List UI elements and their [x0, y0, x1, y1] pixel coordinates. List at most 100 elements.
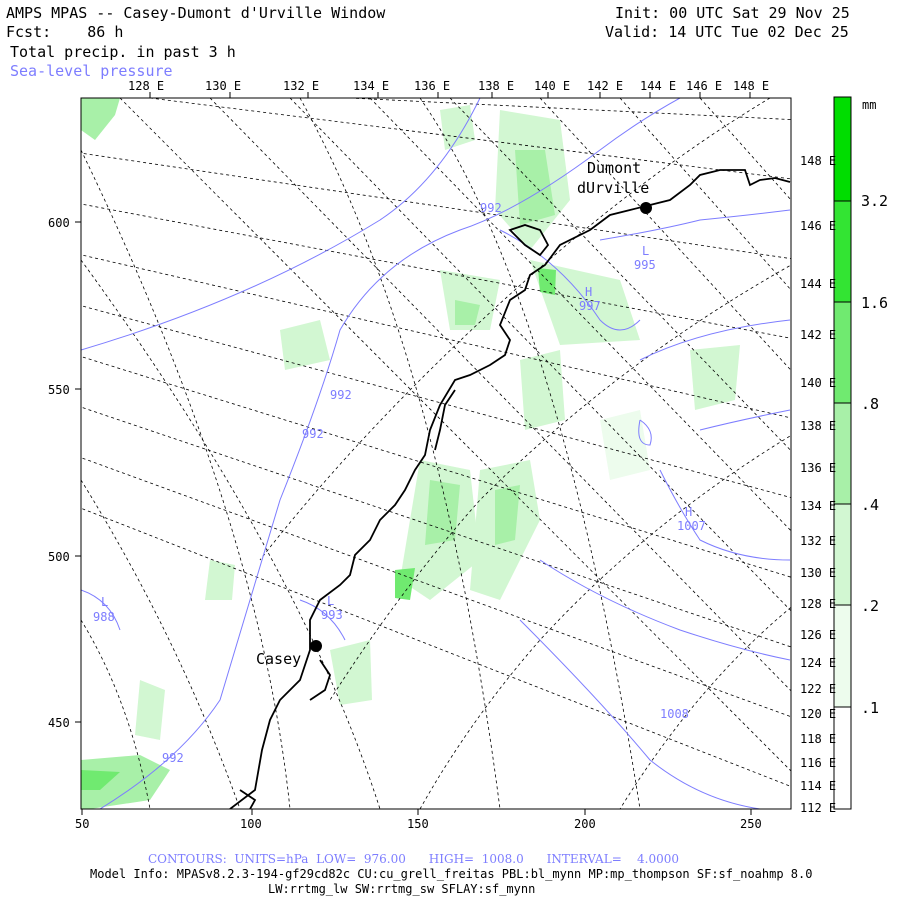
- colorbar-label: 3.2: [861, 192, 889, 210]
- x-tick-label: 150: [407, 817, 429, 831]
- right-lon-label: 138 E: [800, 419, 837, 433]
- contour-label: 992: [330, 388, 352, 402]
- right-lon-label: 148 E: [800, 154, 837, 168]
- precip-area: [538, 268, 556, 295]
- precip-area: [81, 98, 120, 140]
- top-lon-label: 136 E: [414, 79, 451, 93]
- right-lon-label: 144 E: [800, 277, 837, 291]
- top-lon-label: 140 E: [534, 79, 571, 93]
- y-tick-label: 550: [48, 383, 70, 397]
- right-lon-label: 128 E: [800, 597, 837, 611]
- contour-label: 995: [634, 258, 656, 272]
- place-label-durville: dUrville: [577, 179, 650, 197]
- right-lon-label: 118 E: [800, 732, 837, 746]
- right-lon-label: 112 E: [800, 801, 837, 815]
- top-lon-label: 148 E: [733, 79, 770, 93]
- contour-label: L: [642, 244, 650, 258]
- right-lon-label: 136 E: [800, 461, 837, 475]
- contour-label: 992: [302, 427, 324, 441]
- contours-info: CONTOURS: UNITS=hPa LOW= 976.00 HIGH= 10…: [148, 852, 679, 866]
- casey-marker: [310, 640, 322, 652]
- right-lon-label: 122 E: [800, 682, 837, 696]
- pressure-contours: [81, 98, 791, 809]
- top-lon-label: 138 E: [478, 79, 515, 93]
- dumont-durville-marker: [640, 202, 652, 214]
- colorbar-label: .2: [861, 597, 880, 615]
- plot-frame: [80, 97, 792, 810]
- contour-label: H: [685, 505, 693, 519]
- contour-label: L: [101, 595, 109, 609]
- colorbar: [833, 96, 852, 810]
- precip-area: [135, 680, 165, 740]
- contour-label: 992: [162, 751, 184, 765]
- x-tick-label: 50: [75, 817, 90, 831]
- contour-label: H: [585, 285, 593, 299]
- right-lon-label: 142 E: [800, 328, 837, 342]
- contour-label: 1007: [677, 519, 706, 533]
- precip-area: [455, 300, 480, 325]
- colorbar-label: 1.6: [861, 294, 889, 312]
- latlon-grid: [81, 98, 791, 809]
- right-lon-label: 140 E: [800, 376, 837, 390]
- y-tick-label: 450: [48, 716, 70, 730]
- right-lon-label: 120 E: [800, 707, 837, 721]
- precip-area: [440, 105, 475, 150]
- top-lon-label: 134 E: [353, 79, 390, 93]
- x-tick-label: 250: [740, 817, 762, 831]
- place-label-dumont: Dumont: [587, 159, 642, 177]
- y-tick-label: 600: [48, 216, 70, 230]
- contour-label: 988: [93, 610, 115, 624]
- forecast-hour: Fcst: 86 h: [6, 23, 124, 41]
- right-lon-label: 146 E: [800, 219, 837, 233]
- colorbar-unit: mm: [862, 98, 877, 112]
- precip-area: [530, 260, 640, 345]
- top-lon-label: 142 E: [587, 79, 624, 93]
- right-lon-label: 132 E: [800, 534, 837, 548]
- contour-label: 993: [321, 608, 343, 622]
- precip-area: [600, 410, 650, 480]
- top-lon-label: 132 E: [283, 79, 320, 93]
- x-tick-label: 200: [574, 817, 596, 831]
- top-lon-label: 144 E: [640, 79, 677, 93]
- place-label-casey: Casey: [256, 650, 302, 668]
- field-label-precip: Total precip. in past 3 h: [10, 43, 236, 61]
- contour-label: 997: [579, 299, 601, 313]
- precip-area: [495, 485, 520, 545]
- contour-label: 992: [480, 201, 502, 215]
- contour-label: 1008: [660, 707, 689, 721]
- top-lon-label: 128 E: [128, 79, 165, 93]
- axis-ticks: [75, 92, 752, 815]
- colorbar-label: .8: [861, 395, 880, 413]
- colorbar-label: .4: [861, 496, 880, 514]
- right-lon-label: 134 E: [800, 499, 837, 513]
- right-lon-label: 126 E: [800, 628, 837, 642]
- colorbar-label: .1: [861, 699, 880, 717]
- precip-area: [425, 480, 460, 545]
- coastline: [229, 169, 791, 809]
- map-title: AMPS MPAS -- Casey-Dumont d'Urville Wind…: [6, 4, 386, 22]
- precip-field: [81, 98, 740, 809]
- top-lon-label: 130 E: [205, 79, 242, 93]
- precip-area: [205, 560, 235, 600]
- x-tick-label: 100: [240, 817, 262, 831]
- right-lon-label: 116 E: [800, 756, 837, 770]
- precip-area: [520, 350, 565, 430]
- precip-area: [330, 640, 372, 705]
- top-lon-label: 146 E: [686, 79, 723, 93]
- right-lon-label: 130 E: [800, 566, 837, 580]
- valid-time: Valid: 14 UTC Tue 02 Dec 25: [605, 23, 849, 41]
- precip-area: [280, 320, 330, 370]
- right-lon-label: 124 E: [800, 656, 837, 670]
- precip-area: [81, 770, 120, 790]
- model-info: Model Info: MPASv8.2.3-194-gf29cd82c CU:…: [90, 867, 813, 881]
- field-label-pressure: Sea-level pressure: [10, 62, 173, 80]
- init-time: Init: 00 UTC Sat 29 Nov 25: [615, 4, 850, 22]
- contour-label: L: [327, 594, 335, 608]
- y-tick-label: 500: [48, 550, 70, 564]
- precip-area: [690, 345, 740, 410]
- physics-info: LW:rrtmg_lw SW:rrtmg_sw SFLAY:sf_mynn: [268, 882, 536, 896]
- precip-area: [395, 568, 415, 600]
- precip-area: [515, 150, 555, 225]
- right-lon-label: 114 E: [800, 779, 837, 793]
